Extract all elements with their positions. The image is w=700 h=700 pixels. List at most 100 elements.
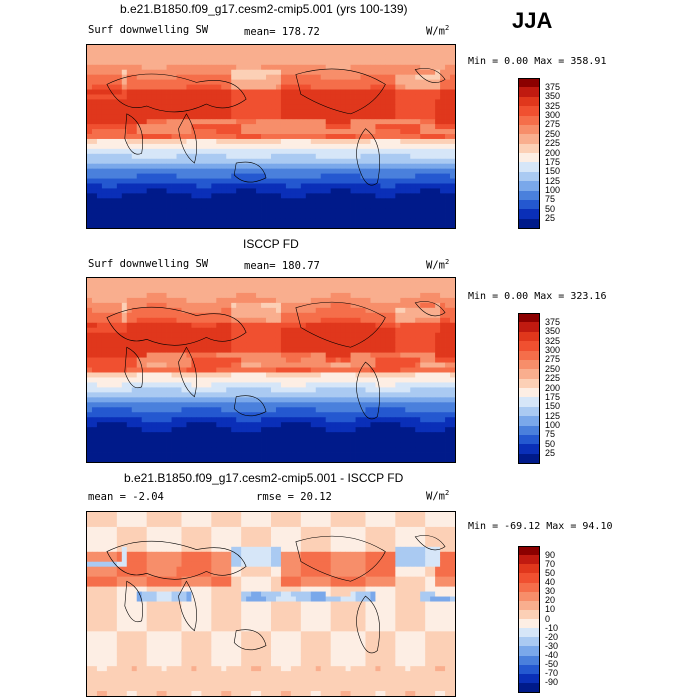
map-cell <box>410 362 416 368</box>
map-cell <box>87 372 93 378</box>
map-cell <box>156 138 162 145</box>
map-cell <box>435 218 441 224</box>
map-cell <box>231 367 237 373</box>
map-cell <box>325 143 332 150</box>
map-cell <box>410 322 416 329</box>
map-cell <box>106 173 113 179</box>
map-cell <box>266 114 272 120</box>
map-cell <box>246 183 252 189</box>
map-cell <box>445 129 451 135</box>
map-cell <box>216 352 222 358</box>
map-cell <box>261 173 267 179</box>
map-cell <box>325 392 332 398</box>
map-cell <box>375 119 381 125</box>
map-cell <box>161 188 167 194</box>
map-cell <box>340 417 346 423</box>
map-cell <box>246 407 252 413</box>
map-cell <box>251 143 257 150</box>
map-cell <box>226 352 232 358</box>
map-cell <box>261 59 267 66</box>
map-cell <box>146 54 153 61</box>
map-cell <box>390 49 396 56</box>
map-cell <box>310 119 317 125</box>
map-cell <box>261 188 267 194</box>
map-cell <box>101 163 108 170</box>
map-cell <box>126 203 133 209</box>
map-cell <box>375 213 381 219</box>
map-cell <box>87 168 93 174</box>
map-cell <box>211 74 217 81</box>
map-cell <box>87 79 93 85</box>
map-cell <box>395 89 401 95</box>
map-cell <box>425 129 431 135</box>
map-cell <box>370 79 376 85</box>
map-cell <box>285 84 292 90</box>
map-cell <box>440 412 446 418</box>
map-cell <box>385 64 391 71</box>
map-cell <box>385 307 391 314</box>
map-cell <box>320 134 327 140</box>
map-cell <box>365 158 371 165</box>
map-cell <box>91 134 98 140</box>
map-cell <box>330 134 337 140</box>
map-cell <box>101 143 108 150</box>
map-cell <box>425 188 431 194</box>
map-cell <box>206 109 212 115</box>
map-cell <box>280 302 287 309</box>
panel-2-title: ISCCP FD <box>243 237 299 251</box>
map-cell <box>171 188 177 194</box>
map-cell <box>91 292 98 299</box>
map-cell <box>126 223 133 228</box>
map-cell <box>256 387 262 393</box>
map-cell <box>256 84 262 90</box>
map-cell <box>241 352 247 358</box>
map-cell <box>425 124 431 130</box>
map-cell <box>325 337 332 344</box>
map-cell <box>440 148 446 155</box>
map-cell <box>171 327 177 334</box>
map-cell <box>111 124 118 130</box>
map-cell <box>435 129 441 135</box>
map-cell <box>246 402 252 408</box>
map-cell <box>360 307 366 314</box>
map-cell <box>335 119 342 125</box>
map-cell <box>415 84 421 90</box>
map-cell <box>261 287 267 294</box>
map-cell <box>246 352 252 358</box>
map-cell <box>280 347 287 353</box>
map-cell <box>365 397 371 403</box>
map-cell <box>201 347 207 353</box>
map-cell <box>196 134 202 140</box>
map-cell <box>116 397 123 403</box>
map-cell <box>285 129 292 135</box>
map-cell <box>256 417 262 423</box>
map-cell <box>305 412 312 418</box>
map-cell <box>280 148 287 155</box>
map-cell <box>156 134 162 140</box>
map-cell <box>415 382 421 388</box>
map-cell <box>236 287 242 294</box>
map-cell <box>271 119 277 125</box>
map-cell <box>171 317 177 324</box>
map-cell <box>420 342 426 349</box>
map-cell <box>395 322 401 329</box>
map-cell <box>271 59 277 66</box>
map-cell <box>226 312 232 319</box>
map-cell <box>375 223 381 228</box>
map-cell <box>435 114 441 120</box>
map-cell <box>280 417 287 423</box>
map-cell <box>236 163 242 170</box>
map-cell <box>275 377 282 383</box>
map-cell <box>156 129 162 135</box>
map-cell <box>400 143 406 150</box>
map-cell <box>181 332 187 339</box>
map-cell <box>246 49 252 56</box>
map-cell <box>385 129 391 135</box>
map-cell <box>256 134 262 140</box>
map-cell <box>395 99 401 105</box>
map-cell <box>300 188 307 194</box>
map-cell <box>271 412 277 418</box>
map-cell <box>415 203 421 209</box>
map-cell <box>295 362 302 368</box>
map-cell <box>156 312 162 319</box>
